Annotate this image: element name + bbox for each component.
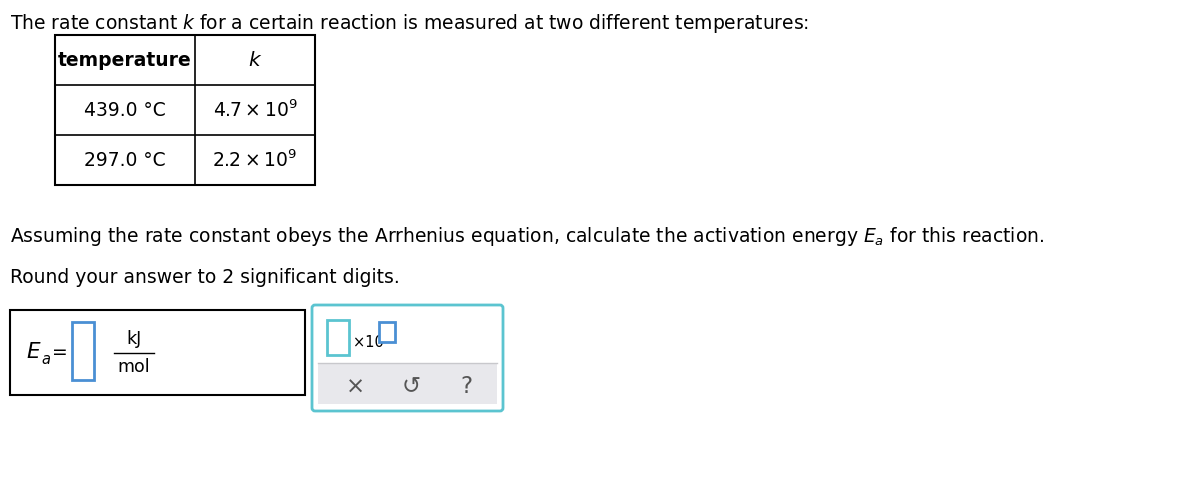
Bar bbox=[10, 310, 305, 395]
Text: $k$: $k$ bbox=[248, 50, 262, 69]
Text: =: = bbox=[52, 343, 67, 362]
Text: 439.0 °C: 439.0 °C bbox=[84, 101, 166, 120]
Bar bbox=[55, 35, 314, 185]
Bar bbox=[72, 322, 94, 380]
FancyBboxPatch shape bbox=[312, 305, 503, 411]
Text: $E$: $E$ bbox=[26, 343, 42, 363]
Bar bbox=[379, 322, 395, 342]
Text: ×: × bbox=[346, 375, 365, 398]
Text: kJ: kJ bbox=[126, 330, 142, 349]
Text: Round your answer to 2 significant digits.: Round your answer to 2 significant digit… bbox=[10, 268, 400, 287]
Text: 297.0 °C: 297.0 °C bbox=[84, 150, 166, 170]
Text: a: a bbox=[41, 352, 50, 367]
Bar bbox=[318, 363, 497, 404]
Text: Assuming the rate constant obeys the Arrhenius equation, calculate the activatio: Assuming the rate constant obeys the Arr… bbox=[10, 225, 1044, 248]
Bar bbox=[317, 362, 498, 406]
Text: ↺: ↺ bbox=[402, 375, 421, 398]
Text: The rate constant $k$ for a certain reaction is measured at two different temper: The rate constant $k$ for a certain reac… bbox=[10, 12, 809, 35]
Bar bbox=[326, 320, 349, 355]
Text: temperature: temperature bbox=[58, 50, 192, 69]
Text: ×10: ×10 bbox=[353, 336, 384, 350]
Text: mol: mol bbox=[118, 359, 150, 377]
Text: $2.2 \times 10^9$: $2.2 \times 10^9$ bbox=[212, 149, 298, 171]
Text: $4.7 \times 10^9$: $4.7 \times 10^9$ bbox=[212, 99, 298, 121]
Text: ?: ? bbox=[461, 375, 473, 398]
